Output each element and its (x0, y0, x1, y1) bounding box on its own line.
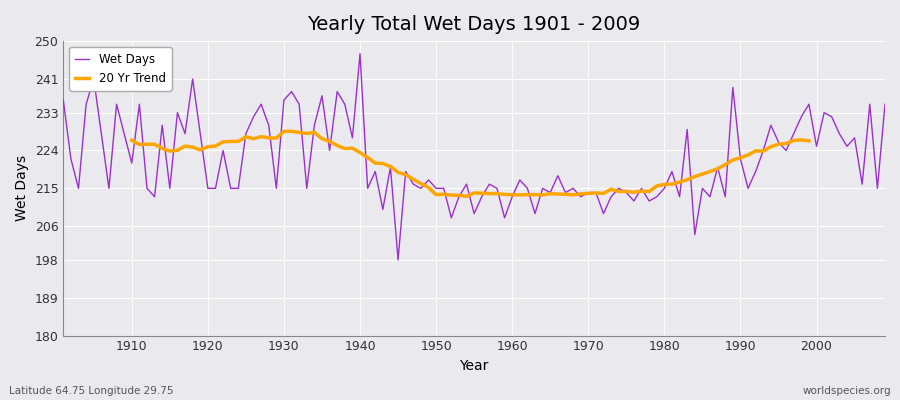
Y-axis label: Wet Days: Wet Days (15, 155, 29, 222)
Wet Days (58, 98, 68, 102)
20 Yr Trend (461, 194, 472, 199)
Wet Days (613, 186, 624, 191)
Text: worldspecies.org: worldspecies.org (803, 386, 891, 396)
X-axis label: Year: Year (460, 359, 489, 373)
20 Yr Trend (613, 189, 624, 194)
20 Yr Trend (339, 146, 350, 151)
Line: Wet Days: Wet Days (63, 54, 885, 260)
20 Yr Trend (788, 138, 799, 143)
Wet Days (119, 131, 130, 136)
20 Yr Trend (804, 138, 814, 143)
20 Yr Trend (278, 129, 289, 134)
20 Yr Trend (705, 169, 716, 174)
Line: 20 Yr Trend: 20 Yr Trend (131, 131, 809, 196)
20 Yr Trend (720, 162, 731, 167)
Text: Latitude 64.75 Longitude 29.75: Latitude 64.75 Longitude 29.75 (9, 386, 174, 396)
Legend: Wet Days, 20 Yr Trend: Wet Days, 20 Yr Trend (69, 47, 172, 91)
20 Yr Trend (126, 138, 137, 142)
Wet Days (522, 186, 533, 191)
Wet Days (286, 89, 297, 94)
Wet Days (879, 102, 890, 107)
Wet Days (515, 178, 526, 182)
Title: Yearly Total Wet Days 1901 - 2009: Yearly Total Wet Days 1901 - 2009 (308, 15, 641, 34)
Wet Days (392, 258, 403, 262)
20 Yr Trend (218, 140, 229, 144)
Wet Days (332, 89, 343, 94)
Wet Days (355, 51, 365, 56)
